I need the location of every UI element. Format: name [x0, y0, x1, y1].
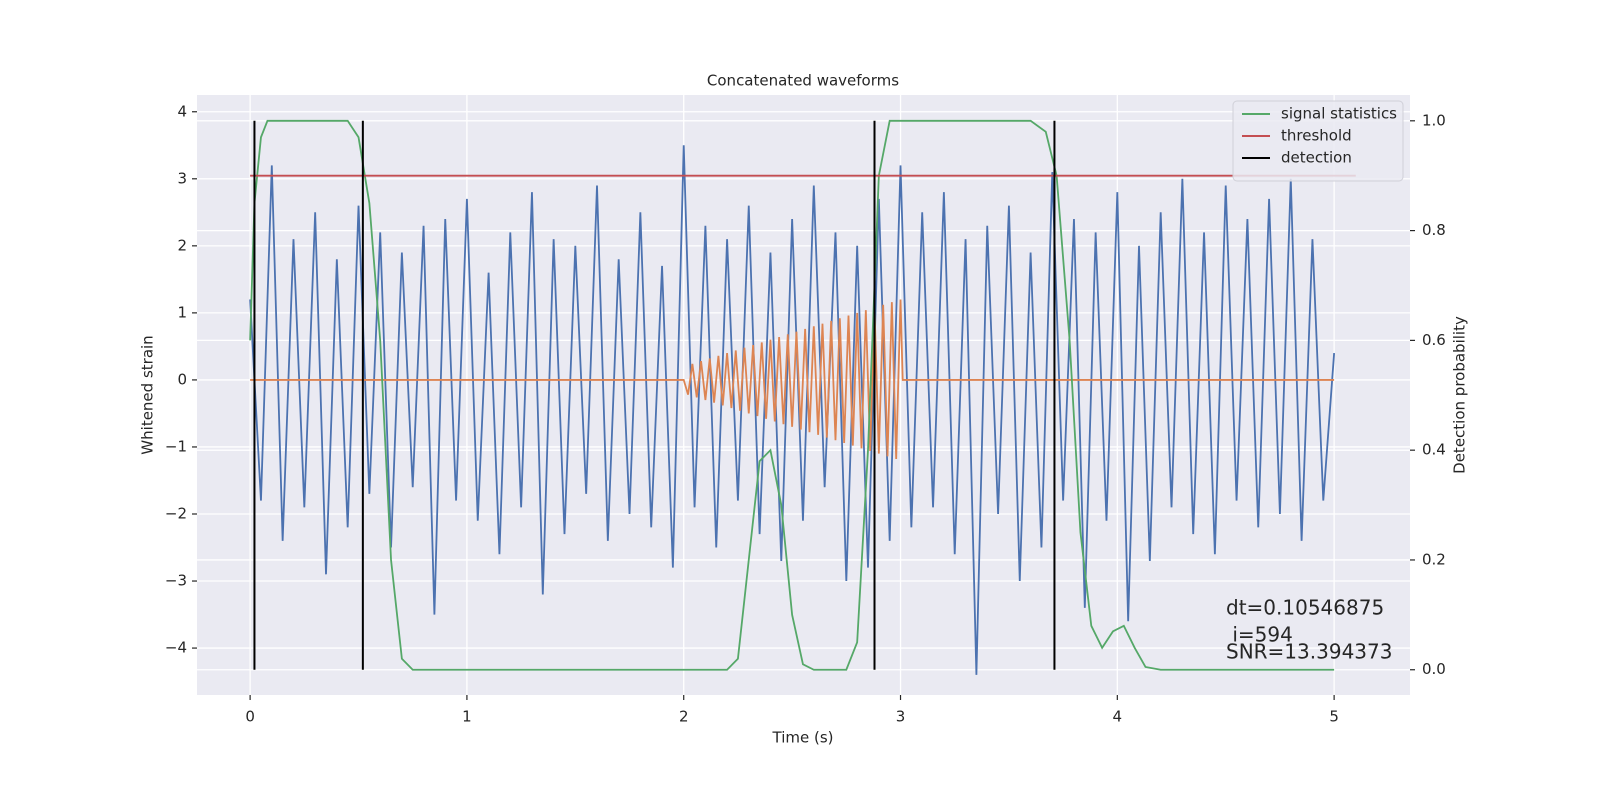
y-tick-label: 0 [177, 370, 187, 388]
y2-tick-label: 0.6 [1422, 331, 1446, 349]
y2-tick-label: 0.2 [1422, 550, 1446, 568]
y-tick-label: −2 [165, 504, 187, 522]
legend-label: detection [1281, 149, 1352, 167]
y2-axis-label: Detection probability [1451, 316, 1469, 474]
y2-tick-label: 0.8 [1422, 221, 1446, 239]
x-tick-label: 0 [245, 708, 255, 726]
annotation: i=594 [1226, 623, 1293, 647]
x-tick-label: 1 [462, 708, 472, 726]
legend: signal statistics threshold detection [1232, 100, 1404, 182]
y-tick-label: −4 [165, 639, 187, 657]
y-tick-label: −1 [165, 437, 187, 455]
series-line [249, 145, 1336, 675]
y-tick-label: 2 [177, 236, 187, 254]
x-axis-label: Time (s) [772, 729, 834, 747]
x-tick-label: 4 [1113, 708, 1123, 726]
chart-title: Concatenated waveforms [707, 72, 899, 90]
marks [249, 119, 1356, 675]
x-tick-label: 3 [896, 708, 906, 726]
x-tick-label: 5 [1329, 708, 1339, 726]
x-tick-label: 2 [679, 708, 689, 726]
annotation: dt=0.10546875 [1226, 596, 1384, 620]
series-line [249, 119, 1335, 671]
y-tick-label: 4 [177, 102, 187, 120]
y2-tick-label: 0.4 [1422, 441, 1446, 459]
annotation: SNR=13.394373 [1226, 640, 1392, 664]
y-axis-label: Whitened strain [139, 335, 157, 454]
y-tick-label: 1 [177, 303, 187, 321]
legend-label: signal statistics [1281, 105, 1397, 123]
y-tick-label: −3 [165, 572, 187, 590]
legend-label: threshold [1281, 127, 1352, 145]
series-line [250, 299, 1335, 460]
y-tick-label: 3 [177, 169, 187, 187]
y2-tick-label: 0.0 [1422, 660, 1446, 678]
y2-tick-label: 1.0 [1422, 111, 1446, 129]
legend-box [1232, 100, 1404, 182]
plot-area [197, 95, 1410, 695]
